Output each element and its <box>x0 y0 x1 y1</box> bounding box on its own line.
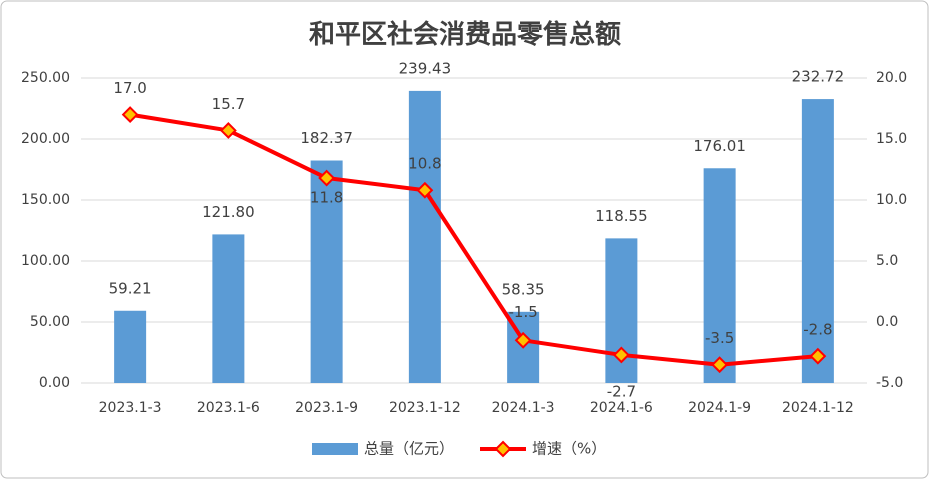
x-tick-label: 2023.1-3 <box>99 400 162 416</box>
line-marker <box>514 331 532 349</box>
bar-value-label: 232.72 <box>792 68 845 86</box>
x-tick-label: 2023.1-9 <box>295 400 358 416</box>
bar <box>212 234 245 383</box>
bar <box>703 168 736 383</box>
y2-tick-label: 15.0 <box>876 131 907 147</box>
bar <box>801 99 834 383</box>
line-value-label: 17.0 <box>113 79 146 97</box>
y-tick-label: 100.00 <box>21 253 70 269</box>
bar <box>114 310 147 383</box>
chart-title: 和平区社会消费品零售总额 <box>309 19 621 50</box>
x-tick-label: 2024.1-12 <box>782 400 854 416</box>
line-marker <box>416 181 434 199</box>
line-marker <box>711 356 729 374</box>
legend-label: 总量（亿元） <box>364 440 454 458</box>
line <box>129 112 819 367</box>
bar-value-label: 59.21 <box>109 279 152 297</box>
line-value-label: -3.5 <box>705 329 734 347</box>
y2-tick-label: 5.0 <box>876 253 898 269</box>
y-tick-label: 200.00 <box>21 131 70 147</box>
legend-label: 增速（%） <box>532 440 606 458</box>
y2-tick-label: 10.0 <box>876 192 907 208</box>
bar-value-label: 239.43 <box>399 59 452 77</box>
x-tick-label: 2023.1-12 <box>389 400 461 416</box>
bar-value-label: 118.55 <box>595 207 648 225</box>
y-tick-label: 50.00 <box>30 314 70 330</box>
line-marker <box>612 346 630 364</box>
bar-value-label: 176.01 <box>693 137 746 155</box>
y-tick-label: 150.00 <box>21 192 70 208</box>
bar-value-label: 58.35 <box>502 280 545 298</box>
line-value-label: 15.7 <box>212 95 245 113</box>
line-marker <box>809 347 827 365</box>
bar-value-label: 182.37 <box>300 129 353 147</box>
y-tick-label: 250.00 <box>21 70 70 86</box>
legend-marker <box>494 440 512 458</box>
bar-value-label: 121.80 <box>202 203 255 221</box>
x-tick-label: 2023.1-6 <box>197 400 260 416</box>
bar <box>310 160 343 383</box>
legend-swatch <box>312 443 358 455</box>
line-value-label: -1.5 <box>508 303 537 321</box>
line-value-label: -2.7 <box>607 382 636 400</box>
y2-tick-label: -5.0 <box>876 375 903 391</box>
line-marker <box>121 106 139 124</box>
x-tick-label: 2024.1-6 <box>590 400 653 416</box>
bar <box>408 90 441 384</box>
line-marker <box>318 169 336 187</box>
line-value-label: 11.8 <box>310 189 343 207</box>
y-tick-label: 0.00 <box>39 375 70 391</box>
y2-tick-label: 20.0 <box>876 70 907 86</box>
y2-tick-label: 0.0 <box>876 314 898 330</box>
x-tick-label: 2024.1-3 <box>492 400 555 416</box>
line-value-label: 10.8 <box>408 155 441 173</box>
line-value-label: -2.8 <box>803 321 832 339</box>
line-marker <box>219 122 237 139</box>
x-tick-label: 2024.1-9 <box>688 400 751 416</box>
